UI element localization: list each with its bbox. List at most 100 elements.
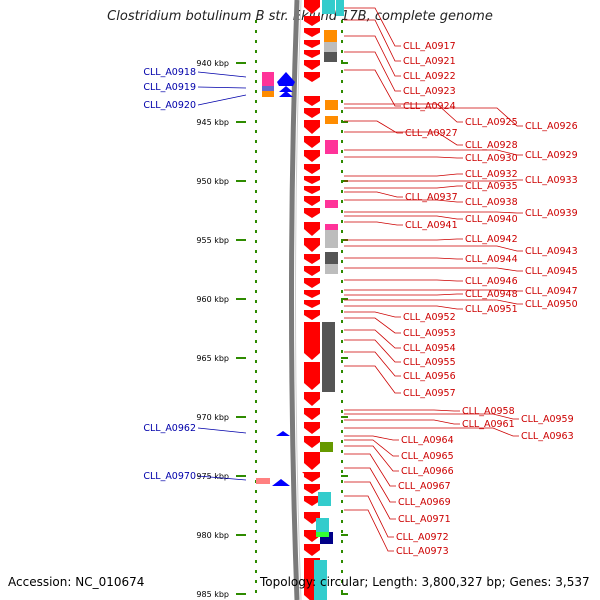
backbone-curve — [289, 0, 300, 600]
cog-box-green — [320, 442, 333, 452]
ruler-dash-right — [341, 290, 343, 293]
ruler-dash-left — [255, 340, 257, 343]
forward-gene-label: CLL_A0972 — [396, 532, 449, 543]
forward-gene-label: CLL_A0921 — [403, 56, 456, 67]
reverse-gene-arrow — [272, 479, 290, 486]
forward-gene-leader — [344, 179, 523, 182]
ruler-dash-left — [255, 570, 257, 573]
tick-mark-right — [341, 62, 348, 64]
reverse-gene-label: CLL_A0970 — [143, 471, 196, 482]
ruler-dash-left — [255, 370, 257, 373]
forward-gene-arrow — [304, 50, 320, 58]
forward-gene-leader — [344, 453, 396, 487]
ruler-dash-left — [255, 510, 257, 513]
ruler-dash-left — [255, 100, 257, 103]
tick-label: 955 kbp — [196, 236, 229, 245]
ruler-dash-right — [341, 140, 343, 143]
forward-gene-arrow — [304, 136, 320, 148]
forward-gene-label: CLL_A0955 — [403, 357, 456, 368]
forward-gene-arrow — [304, 422, 320, 434]
forward-gene-leader — [344, 289, 523, 292]
forward-gene-label: CLL_A0942 — [465, 234, 518, 245]
reverse-gene-box — [262, 72, 274, 86]
reverse-gene-leader — [197, 94, 247, 106]
ruler-dash-left — [255, 330, 257, 333]
reverse-gene-box — [256, 478, 270, 484]
forward-gene-label: CLL_A0944 — [465, 254, 518, 265]
ruler-dash-left — [255, 80, 257, 83]
forward-gene-label: CLL_A0926 — [525, 121, 578, 132]
reverse-gene-arrow — [279, 86, 293, 92]
ruler-dash-right — [341, 110, 343, 113]
ruler-dash-left — [255, 520, 257, 523]
ruler-dash-right — [341, 450, 343, 453]
forward-gene-arrow — [304, 392, 320, 406]
ruler-dash-right — [341, 580, 343, 583]
ruler-dash-right — [341, 170, 343, 173]
ruler-dash-right — [341, 340, 343, 343]
ruler-dash-right — [341, 510, 343, 513]
ruler-dash-left — [255, 560, 257, 563]
ruler-dash-right — [341, 220, 343, 223]
forward-gene-label: CLL_A0956 — [403, 371, 456, 382]
ruler-dash-left — [255, 440, 257, 443]
cog-box-orange — [325, 116, 338, 124]
forward-gene-arrow — [304, 322, 320, 360]
forward-gene-arrow — [304, 40, 320, 48]
cog-box-cyan — [314, 560, 327, 600]
ruler-dash-right — [341, 160, 343, 163]
forward-gene-label: CLL_A0964 — [401, 435, 454, 446]
forward-gene-label: CLL_A0952 — [403, 312, 456, 323]
forward-gene-leader — [344, 413, 519, 420]
ruler-dash-left — [255, 280, 257, 283]
ruler-dash-left — [255, 460, 257, 463]
forward-gene-leader — [344, 445, 399, 472]
ruler-dash-left — [255, 580, 257, 583]
forward-gene-leader — [344, 19, 401, 62]
forward-gene-arrow — [304, 0, 320, 14]
forward-gene-label: CLL_A0946 — [465, 276, 518, 287]
cog-box-dark-gray — [322, 322, 335, 392]
forward-gene-arrow — [304, 238, 320, 252]
forward-gene-arrow — [304, 362, 320, 390]
ruler-dash-left — [255, 590, 257, 593]
forward-gene-arrow — [304, 60, 320, 70]
ruler-dash-left — [255, 410, 257, 413]
forward-gene-label: CLL_A0927 — [405, 128, 458, 139]
forward-gene-leader — [344, 35, 401, 77]
ruler-dash-right — [341, 330, 343, 333]
tick-mark-right — [341, 298, 348, 300]
ruler-dash-left — [255, 50, 257, 53]
forward-gene-leader — [344, 339, 401, 363]
tick-mark-right — [341, 475, 348, 477]
ruler-dash-right — [341, 210, 343, 213]
forward-gene-arrow — [304, 96, 320, 106]
forward-gene-leader — [344, 149, 523, 156]
ruler-dash-left — [255, 260, 257, 263]
ruler-dash-right — [341, 440, 343, 443]
ruler-dash-right — [341, 280, 343, 283]
ruler-dash-right — [341, 50, 343, 53]
forward-gene-label: CLL_A0957 — [403, 388, 456, 399]
ruler-dash-right — [341, 380, 343, 383]
forward-gene-leader — [344, 103, 463, 123]
backbone-highlight — [295, 0, 302, 600]
cog-box-orange — [324, 30, 337, 42]
ruler-dash-left — [255, 240, 257, 243]
ruler-dash-right — [341, 570, 343, 573]
ruler-dash-right — [341, 190, 343, 193]
tick-label: 940 kbp — [196, 59, 229, 68]
ruler-dash-right — [341, 20, 343, 23]
forward-gene-arrow — [304, 150, 320, 162]
forward-gene-leader — [344, 221, 403, 226]
ruler-dash-right — [341, 470, 343, 473]
forward-gene-label: CLL_A0965 — [401, 451, 454, 462]
forward-gene-arrow — [304, 278, 320, 288]
forward-gene-label: CLL_A0924 — [403, 101, 456, 112]
ruler-dash-right — [341, 300, 343, 303]
ruler-dash-right — [341, 400, 343, 403]
ruler-dash-left — [255, 150, 257, 153]
ruler-dash-right — [341, 90, 343, 93]
forward-gene-leader — [344, 329, 401, 349]
